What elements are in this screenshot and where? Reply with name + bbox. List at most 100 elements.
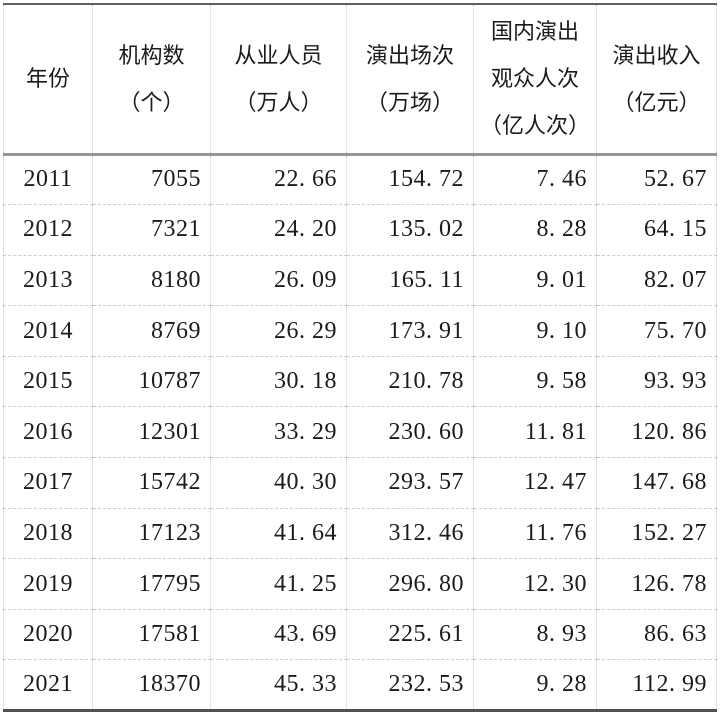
header-revenue-label: 演出收入: [612, 42, 701, 68]
cell-audience: 7. 46: [473, 153, 597, 205]
cell-employees: 43. 69: [210, 608, 347, 660]
table-header: 年份 机构数 （个） 从业人员 （万人） 演出场次 （万场） 国内演出 观众人次: [3, 4, 717, 156]
cell-year: 2013: [3, 254, 93, 306]
table-row: 2013 8180 26. 09 165. 11 9. 01 82. 07: [3, 254, 717, 306]
cell-year: 2015: [3, 355, 93, 407]
cell-year: 2018: [3, 507, 93, 559]
cell-revenue: 120. 86: [596, 406, 717, 458]
table-row: 2016 12301 33. 29 230. 60 11. 81 120. 86: [3, 406, 717, 458]
cell-revenue: 152. 27: [596, 507, 717, 559]
cell-performances: 173. 91: [346, 305, 474, 357]
header-revenue-unit: （亿元）: [612, 89, 701, 115]
statistics-table: 年份 机构数 （个） 从业人员 （万人） 演出场次 （万场） 国内演出 观众人次: [3, 3, 717, 713]
cell-institutions: 18370: [92, 659, 211, 711]
cell-revenue: 112. 99: [596, 659, 717, 711]
header-performances-label: 演出场次: [365, 42, 454, 68]
table-row: 2015 10787 30. 18 210. 78 9. 58 93. 93: [3, 355, 717, 407]
table-row: 2021 18370 45. 33 232. 53 9. 28 112. 99: [3, 659, 717, 711]
cell-employees: 40. 30: [210, 457, 347, 509]
cell-year: 2017: [3, 457, 93, 509]
cell-year: 2021: [3, 659, 93, 711]
cell-year: 2012: [3, 204, 93, 256]
cell-year: 2020: [3, 608, 93, 660]
table-row: 2017 15742 40. 30 293. 57 12. 47 147. 68: [3, 457, 717, 509]
cell-institutions: 15742: [92, 457, 211, 509]
cell-year: 2014: [3, 305, 93, 357]
table-row: 2020 17581 43. 69 225. 61 8. 93 86. 63: [3, 608, 717, 660]
cell-institutions: 17123: [92, 507, 211, 559]
cell-revenue: 126. 78: [596, 558, 717, 610]
cell-institutions: 12301: [92, 406, 211, 458]
table-body: 2011 7055 22. 66 154. 72 7. 46 52. 67 20…: [3, 153, 717, 711]
table-row: 2019 17795 41. 25 296. 80 12. 30 126. 78: [3, 558, 717, 610]
cell-institutions: 7321: [92, 204, 211, 256]
header-employees-label: 从业人员: [234, 42, 323, 68]
cell-performances: 225. 61: [346, 608, 474, 660]
cell-audience: 8. 28: [473, 204, 597, 256]
cell-employees: 45. 33: [210, 659, 347, 711]
cell-institutions: 10787: [92, 355, 211, 407]
table-row: 2018 17123 41. 64 312. 46 11. 76 152. 27: [3, 507, 717, 559]
header-employees: 从业人员 （万人）: [210, 4, 347, 156]
cell-employees: 41. 25: [210, 558, 347, 610]
table-row: 2011 7055 22. 66 154. 72 7. 46 52. 67: [3, 153, 717, 205]
header-audience-label-2: 观众人次: [490, 66, 579, 92]
cell-institutions: 17795: [92, 558, 211, 610]
cell-revenue: 147. 68: [596, 457, 717, 509]
header-institutions: 机构数 （个）: [92, 4, 211, 156]
cell-revenue: 75. 70: [596, 305, 717, 357]
cell-audience: 8. 93: [473, 608, 597, 660]
cell-year: 2019: [3, 558, 93, 610]
cell-revenue: 82. 07: [596, 254, 717, 306]
cell-audience: 9. 28: [473, 659, 597, 711]
cell-performances: 135. 02: [346, 204, 474, 256]
header-year-label: 年份: [25, 66, 70, 92]
cell-revenue: 86. 63: [596, 608, 717, 660]
cell-institutions: 8769: [92, 305, 211, 357]
cell-performances: 165. 11: [346, 254, 474, 306]
cell-performances: 296. 80: [346, 558, 474, 610]
cell-employees: 30. 18: [210, 355, 347, 407]
cell-employees: 22. 66: [210, 153, 347, 205]
table-row: 2014 8769 26. 29 173. 91 9. 10 75. 70: [3, 305, 717, 357]
cell-audience: 11. 81: [473, 406, 597, 458]
cell-revenue: 93. 93: [596, 355, 717, 407]
cell-revenue: 64. 15: [596, 204, 717, 256]
cell-employees: 26. 29: [210, 305, 347, 357]
cell-audience: 12. 30: [473, 558, 597, 610]
header-audience: 国内演出 观众人次 （亿人次）: [473, 4, 597, 156]
cell-audience: 9. 58: [473, 355, 597, 407]
cell-institutions: 8180: [92, 254, 211, 306]
header-institutions-unit: （个）: [118, 89, 185, 115]
header-institutions-label: 机构数: [118, 42, 185, 68]
header-year: 年份: [3, 4, 93, 156]
cell-employees: 33. 29: [210, 406, 347, 458]
header-row: 年份 机构数 （个） 从业人员 （万人） 演出场次 （万场） 国内演出 观众人次: [3, 4, 717, 156]
cell-performances: 154. 72: [346, 153, 474, 205]
header-performances: 演出场次 （万场）: [346, 4, 474, 156]
header-employees-unit: （万人）: [234, 89, 323, 115]
cell-year: 2011: [3, 153, 93, 205]
table-row: 2012 7321 24. 20 135. 02 8. 28 64. 15: [3, 204, 717, 256]
header-audience-label-1: 国内演出: [490, 19, 579, 45]
cell-institutions: 7055: [92, 153, 211, 205]
cell-revenue: 52. 67: [596, 153, 717, 205]
cell-performances: 210. 78: [346, 355, 474, 407]
cell-year: 2016: [3, 406, 93, 458]
cell-audience: 11. 76: [473, 507, 597, 559]
cell-performances: 232. 53: [346, 659, 474, 711]
cell-employees: 41. 64: [210, 507, 347, 559]
cell-audience: 12. 47: [473, 457, 597, 509]
cell-audience: 9. 01: [473, 254, 597, 306]
cell-performances: 230. 60: [346, 406, 474, 458]
cell-performances: 312. 46: [346, 507, 474, 559]
header-audience-unit: （亿人次）: [479, 113, 590, 139]
cell-employees: 26. 09: [210, 254, 347, 306]
cell-performances: 293. 57: [346, 457, 474, 509]
cell-institutions: 17581: [92, 608, 211, 660]
header-revenue: 演出收入 （亿元）: [596, 4, 717, 156]
header-performances-unit: （万场）: [365, 89, 454, 115]
cell-employees: 24. 20: [210, 204, 347, 256]
cell-audience: 9. 10: [473, 305, 597, 357]
